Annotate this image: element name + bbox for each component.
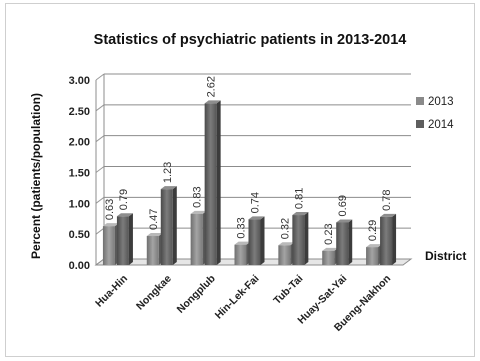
data-label: 0.79 xyxy=(118,189,130,210)
bar-top xyxy=(366,244,383,248)
bar-2014-hin-lek-fai xyxy=(248,216,265,265)
bar-front xyxy=(234,244,247,265)
bar-2013-hua-hin xyxy=(102,223,119,265)
legend: 2013 2014 xyxy=(416,96,454,131)
x-tick-label: Nongplub xyxy=(175,273,218,316)
bar-side xyxy=(260,216,265,265)
bar-2014-bueng-nakhon xyxy=(380,213,397,265)
bar-2013-nongkae xyxy=(146,233,163,265)
bar-front xyxy=(116,216,129,265)
bar-side xyxy=(172,186,177,265)
legend-swatch xyxy=(416,120,424,128)
bar-top xyxy=(234,241,251,245)
bar-front xyxy=(336,222,349,265)
bar-2014-nongplub xyxy=(204,100,221,265)
y-axis-title: Percent (patients/population) xyxy=(29,93,43,259)
y-tick-label: 3.00 xyxy=(69,75,90,87)
y-tick-label: 1.00 xyxy=(69,198,90,210)
chart-title: Statistics of psychiatric patients in 20… xyxy=(94,32,407,48)
bar-top xyxy=(116,213,133,217)
bar-front xyxy=(146,236,159,265)
bar-side xyxy=(392,213,397,265)
gridline-side xyxy=(95,166,105,173)
bar-side xyxy=(128,213,133,265)
bar-top xyxy=(102,223,119,227)
bar-front xyxy=(292,215,305,265)
bar-side xyxy=(216,100,221,265)
bar-2013-bueng-nakhon xyxy=(366,244,383,265)
bars-layer xyxy=(102,100,397,265)
bar-top xyxy=(204,100,221,104)
data-label: 1.23 xyxy=(162,162,174,183)
data-label: 0.69 xyxy=(337,195,349,216)
y-tick-label: 0.00 xyxy=(69,260,90,272)
gridline-side xyxy=(95,227,105,235)
data-label: 0.33 xyxy=(236,217,248,238)
bar-front xyxy=(204,103,217,265)
data-label: 0.83 xyxy=(192,186,204,207)
bar-2013-nongplub xyxy=(190,210,207,265)
data-label: 0.74 xyxy=(250,192,262,213)
x-axis-title: District xyxy=(425,249,466,263)
gridline-side xyxy=(95,196,105,204)
data-label: 0.63 xyxy=(104,199,116,220)
bar-top xyxy=(160,186,177,190)
gridline-side xyxy=(95,135,105,143)
bar-top xyxy=(292,212,309,216)
x-tick-label: Tub-Tai xyxy=(271,273,305,307)
bar-side xyxy=(304,212,309,265)
legend-swatch xyxy=(416,97,424,105)
data-label: 0.47 xyxy=(148,209,160,230)
y-tick-label: 0.50 xyxy=(69,229,90,241)
bar-top xyxy=(322,247,339,251)
data-label: 0.32 xyxy=(279,218,291,239)
bar-2014-hua-hin xyxy=(116,213,133,265)
x-tick-label: Hua-Hin xyxy=(93,273,130,310)
labels-layer: 0.63 0.79 0.47 1.23 0.83 2.62 0.330.74 0.320.81… xyxy=(104,76,393,245)
data-label: 0.78 xyxy=(381,189,393,210)
gridline-side xyxy=(95,104,105,112)
data-label: 0.23 xyxy=(323,223,335,244)
x-tick-label: Nongkae xyxy=(134,273,174,313)
bar-2013-hin-lek-fai xyxy=(234,241,251,265)
bar-top xyxy=(248,216,265,220)
data-label: 0.29 xyxy=(367,220,379,241)
bar-front xyxy=(190,213,203,265)
x-tick-label: Hin-Lek-Fai xyxy=(213,273,262,322)
bar-front xyxy=(278,245,291,265)
gridline-side xyxy=(95,73,105,81)
legend-item-2013: 2013 xyxy=(416,96,454,108)
chart-frame xyxy=(5,3,475,357)
bar-front xyxy=(322,250,335,265)
bar-2013-huay-sat-yai xyxy=(322,247,339,265)
bar-top xyxy=(380,213,397,217)
legend-item-2014: 2014 xyxy=(416,119,454,131)
bar-front xyxy=(366,247,379,265)
bar-top xyxy=(146,233,163,237)
bar-top xyxy=(278,242,295,246)
y-tick-label: 2.00 xyxy=(69,137,90,149)
bar-top xyxy=(336,219,353,223)
bar-side xyxy=(348,219,353,265)
bar-top xyxy=(190,210,207,214)
bar-2014-nongkae xyxy=(160,186,177,265)
bar-2013-tub-tai xyxy=(278,242,295,265)
y-tick-label: 1.50 xyxy=(69,168,90,180)
legend-label: 2013 xyxy=(428,96,454,108)
legend-label: 2014 xyxy=(428,119,454,131)
bar-2014-tub-tai xyxy=(292,212,309,265)
bar-front xyxy=(380,216,393,265)
bar-front xyxy=(248,219,261,265)
bar-front xyxy=(102,226,115,265)
data-label: 0.81 xyxy=(293,188,305,209)
bar-front xyxy=(160,189,173,265)
data-label: 2.62 xyxy=(206,76,218,97)
y-tick-label: 2.50 xyxy=(69,106,90,118)
bar-2014-huay-sat-yai xyxy=(336,219,353,265)
